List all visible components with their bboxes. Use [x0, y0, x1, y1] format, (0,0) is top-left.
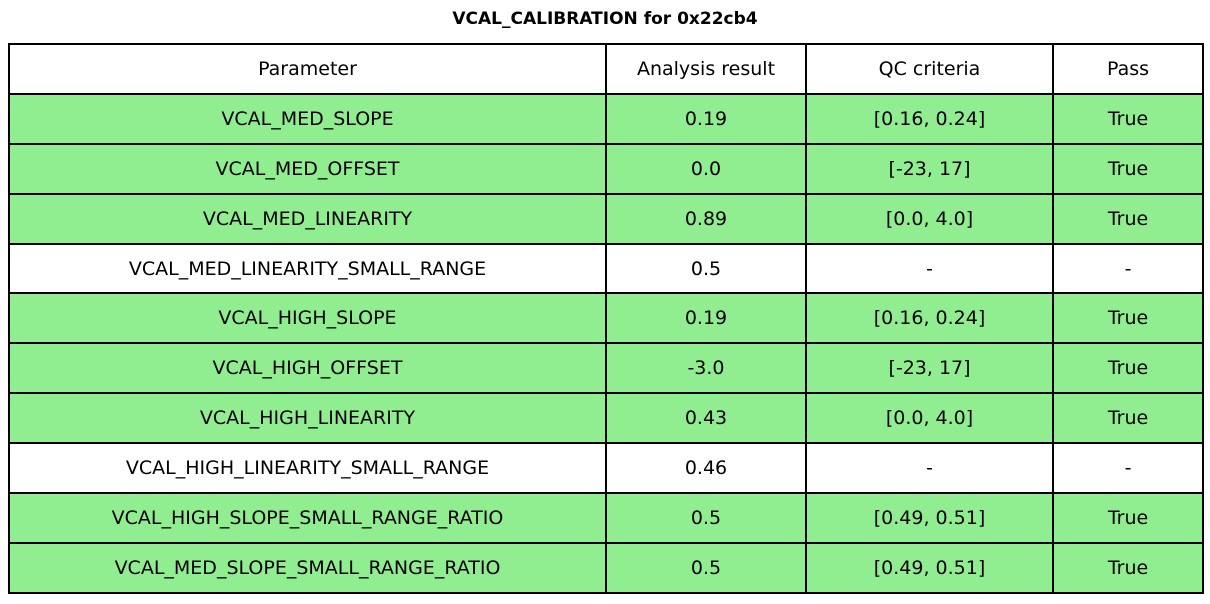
- table-row: VCAL_HIGH_OFFSET -3.0 [-23, 17] True: [8, 342, 1204, 395]
- cell-analysis-result: 0.0: [605, 142, 807, 195]
- cell-parameter: VCAL_HIGH_LINEARITY_SMALL_RANGE: [8, 442, 607, 495]
- cell-pass: True: [1052, 192, 1204, 245]
- cell-qc-criteria: -: [805, 442, 1054, 495]
- cell-analysis-result: 0.19: [605, 292, 807, 345]
- column-header-qc-criteria: QC criteria: [805, 43, 1054, 95]
- column-header-parameter: Parameter: [8, 43, 607, 95]
- cell-pass: -: [1052, 242, 1204, 295]
- cell-pass: True: [1052, 392, 1204, 445]
- cell-parameter: VCAL_HIGH_OFFSET: [8, 342, 607, 395]
- cell-qc-criteria: [0.0, 4.0]: [805, 392, 1054, 445]
- cell-parameter: VCAL_HIGH_LINEARITY: [8, 392, 607, 445]
- table-row: VCAL_MED_OFFSET 0.0 [-23, 17] True: [8, 142, 1204, 195]
- cell-qc-criteria: -: [805, 242, 1054, 295]
- cell-parameter: VCAL_MED_LINEARITY: [8, 192, 607, 245]
- table-row: VCAL_MED_LINEARITY_SMALL_RANGE 0.5- -: [8, 242, 1204, 295]
- cell-qc-criteria: [-23, 17]: [805, 142, 1054, 195]
- cell-analysis-result: -3.0: [605, 342, 807, 395]
- qc-results-table: Parameter Analysis result QC criteria Pa…: [8, 43, 1204, 594]
- figure-title: VCAL_CALIBRATION for 0x22cb4: [452, 9, 758, 29]
- cell-analysis-result: 0.89: [605, 192, 807, 245]
- cell-qc-criteria: [0.49, 0.51]: [805, 541, 1054, 594]
- header-row: Parameter Analysis result QC criteria Pa…: [8, 43, 1204, 95]
- cell-pass: True: [1052, 142, 1204, 195]
- cell-pass: -: [1052, 442, 1204, 495]
- cell-parameter: VCAL_MED_SLOPE: [8, 92, 607, 145]
- table-row: VCAL_HIGH_SLOPE 0.19 [0.16, 0.24] True: [8, 292, 1204, 345]
- table-row: VCAL_MED_SLOPE 0.19 [0.16, 0.24] True: [8, 92, 1204, 145]
- table-row: VCAL_HIGH_LINEARITY_SMALL_RANGE 0.46- -: [8, 442, 1204, 495]
- table-row: VCAL_MED_SLOPE_SMALL_RANGE_RATIO 0.5 [0.49…: [8, 541, 1204, 594]
- cell-analysis-result: 0.19: [605, 92, 807, 145]
- table-body: VCAL_MED_SLOPE 0.19 [0.16, 0.24] True VCAL_M…: [8, 92, 1204, 594]
- cell-analysis-result: 0.43: [605, 392, 807, 445]
- table-header: Parameter Analysis result QC criteria Pa…: [8, 43, 1204, 95]
- table-row: VCAL_HIGH_SLOPE_SMALL_RANGE_RATIO 0.5 [0.4…: [8, 492, 1204, 544]
- cell-qc-criteria: [0.16, 0.24]: [805, 92, 1054, 145]
- table-row: VCAL_HIGH_LINEARITY 0.43 [0.0, 4.0] True: [8, 392, 1204, 445]
- cell-analysis-result: 0.5: [605, 541, 807, 594]
- cell-qc-criteria: [-23, 17]: [805, 342, 1054, 395]
- cell-parameter: VCAL_HIGH_SLOPE_SMALL_RANGE_RATIO: [8, 492, 607, 544]
- cell-parameter: VCAL_HIGH_SLOPE: [8, 292, 607, 345]
- cell-parameter: VCAL_MED_OFFSET: [8, 142, 607, 195]
- cell-qc-criteria: [0.16, 0.24]: [805, 292, 1054, 345]
- cell-pass: True: [1052, 541, 1204, 594]
- column-header-pass: Pass: [1052, 43, 1204, 95]
- cell-qc-criteria: [0.0, 4.0]: [805, 192, 1054, 245]
- cell-pass: True: [1052, 342, 1204, 395]
- cell-pass: True: [1052, 292, 1204, 345]
- cell-parameter: VCAL_MED_LINEARITY_SMALL_RANGE: [8, 242, 607, 295]
- column-header-analysis-result: Analysis result: [605, 43, 807, 95]
- cell-analysis-result: 0.5: [605, 242, 807, 295]
- cell-parameter: VCAL_MED_SLOPE_SMALL_RANGE_RATIO: [8, 541, 607, 594]
- cell-qc-criteria: [0.49, 0.51]: [805, 492, 1054, 544]
- cell-analysis-result: 0.46: [605, 442, 807, 495]
- cell-analysis-result: 0.5: [605, 492, 807, 544]
- cell-pass: True: [1052, 92, 1204, 145]
- cell-pass: True: [1052, 492, 1204, 544]
- table-row: VCAL_MED_LINEARITY 0.89 [0.0, 4.0] True: [8, 192, 1204, 245]
